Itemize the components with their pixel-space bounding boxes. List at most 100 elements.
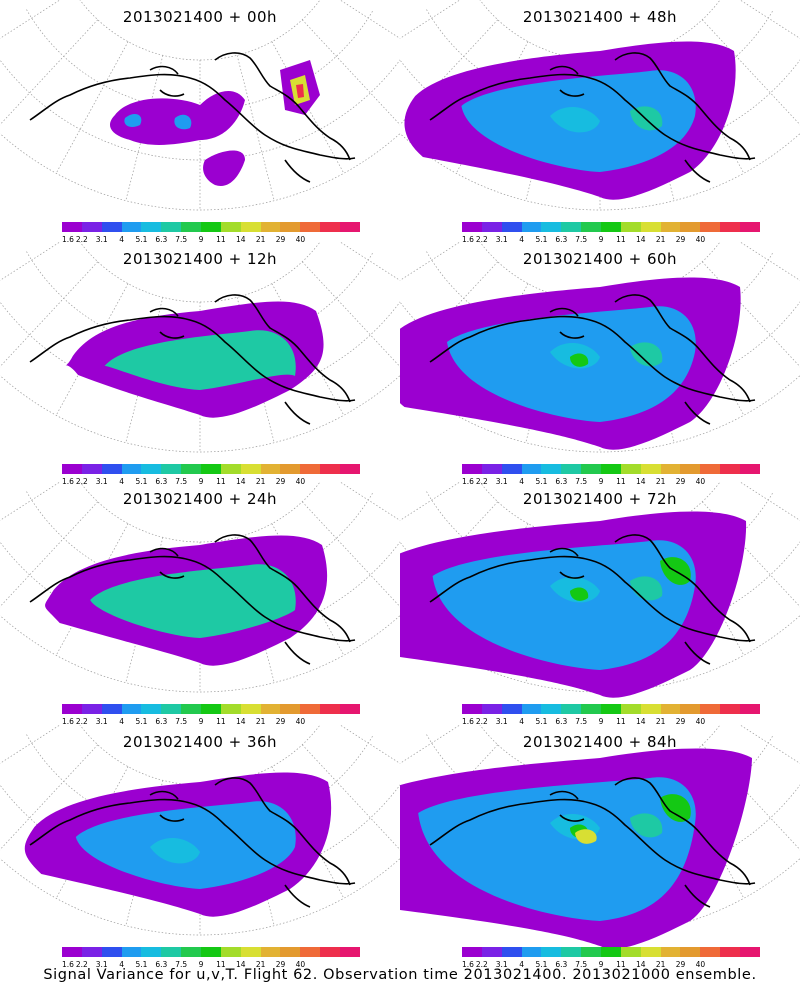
- colorbar-swatch: [541, 704, 562, 714]
- colorbar: [62, 464, 360, 474]
- colorbar-label: 11: [616, 960, 626, 969]
- colorbar-label: 2.2: [475, 717, 488, 726]
- colorbar-swatch: [700, 222, 721, 232]
- coastlines: [429, 777, 756, 908]
- colorbar-label: 9: [198, 960, 204, 969]
- colorbar-swatch: [101, 947, 122, 957]
- map-plot: [0, 242, 400, 453]
- panel-title: 2013021400 + 72h: [522, 490, 678, 508]
- colorbar-swatch: [240, 704, 261, 714]
- colorbar-swatch: [740, 704, 760, 714]
- colorbar-label: 11: [216, 477, 226, 486]
- colorbar-label: 5.1: [535, 235, 548, 244]
- colorbar-label: 3.1: [495, 717, 508, 726]
- colorbar-swatch: [181, 704, 202, 714]
- colorbar-label: 29: [275, 960, 286, 969]
- colorbar-swatch: [62, 464, 82, 474]
- colorbar-swatch: [601, 464, 621, 474]
- colorbar-swatch: [81, 704, 102, 714]
- colorbar-label: 9: [598, 717, 604, 726]
- colorbar-swatch: [240, 464, 261, 474]
- colorbar-swatch: [220, 947, 241, 957]
- colorbar-label: 7.5: [175, 717, 188, 726]
- map-panel: 2013021400 + 24h 1.6 2.2 3.1 4 5.1 6.3 7.5 9 11 14…: [0, 482, 400, 726]
- colorbar-label: 40: [695, 235, 706, 244]
- panel-title: 2013021400 + 00h: [122, 8, 278, 26]
- colorbar-swatch: [240, 222, 261, 232]
- colorbar-label: 40: [695, 960, 706, 969]
- colorbar-swatch: [481, 464, 502, 474]
- colorbar: [62, 222, 360, 232]
- colorbar-label: 9: [198, 717, 204, 726]
- colorbar-swatch: [680, 222, 701, 232]
- colorbar-label: 1.6: [462, 960, 474, 969]
- colorbar-label: 40: [295, 235, 306, 244]
- colorbar-swatch: [161, 947, 182, 957]
- variance-field: [404, 41, 736, 200]
- colorbar-labels: 1.6 2.2 3.1 4 5.1 6.3 7.5 9 11 14 21 29 40: [462, 235, 760, 245]
- colorbar-swatch: [141, 704, 162, 714]
- colorbar-label: 14: [236, 717, 246, 726]
- colorbar-label: 11: [616, 235, 626, 244]
- colorbar-swatch: [541, 947, 562, 957]
- colorbar-swatch: [481, 947, 502, 957]
- colorbar-swatch: [740, 464, 760, 474]
- colorbar-label: 29: [275, 717, 286, 726]
- panel-title: 2013021400 + 84h: [522, 733, 678, 751]
- coastlines: [429, 52, 756, 183]
- colorbar-swatch: [740, 222, 760, 232]
- panel-title: 2013021400 + 48h: [522, 8, 678, 26]
- colorbar-label: 7.5: [575, 717, 588, 726]
- colorbar-label: 40: [695, 477, 706, 486]
- colorbar-label: 1.6: [62, 235, 74, 244]
- colorbar-label: 7.5: [575, 960, 588, 969]
- colorbar-swatch: [740, 947, 760, 957]
- colorbar-swatch: [720, 222, 741, 232]
- colorbar-label: 14: [236, 477, 246, 486]
- colorbar-label: 40: [295, 477, 306, 486]
- colorbar-label: 2.2: [475, 235, 488, 244]
- colorbar-label: 21: [255, 717, 266, 726]
- colorbar-swatch: [660, 464, 681, 474]
- colorbar-swatch: [700, 704, 721, 714]
- colorbar: [462, 947, 760, 957]
- colorbar-swatch: [101, 704, 122, 714]
- colorbar-swatch: [501, 947, 522, 957]
- colorbar-swatch: [121, 947, 142, 957]
- figure-caption: Signal Variance for u,v,T. Flight 62. Ob…: [43, 967, 757, 983]
- colorbar-swatch: [601, 222, 621, 232]
- colorbar-label: 29: [675, 717, 686, 726]
- panel-title: 2013021400 + 36h: [122, 733, 278, 751]
- field-core: [570, 353, 589, 367]
- coastlines: [29, 52, 356, 183]
- colorbar-label: 14: [636, 477, 646, 486]
- colorbar-swatch: [640, 704, 661, 714]
- colorbar-swatch: [300, 464, 321, 474]
- colorbar-label: 29: [275, 477, 286, 486]
- colorbar-labels: 1.6 2.2 3.1 4 5.1 6.3 7.5 9 11 14 21 29 40: [62, 717, 360, 727]
- colorbar-label: 11: [216, 960, 226, 969]
- colorbar-swatch: [81, 947, 102, 957]
- colorbar-swatch: [680, 704, 701, 714]
- colorbar-swatch: [660, 222, 681, 232]
- colorbar-label: 5.1: [135, 477, 148, 486]
- panel-title: 2013021400 + 24h: [122, 490, 278, 508]
- colorbar-label: 40: [695, 717, 706, 726]
- colorbar-swatch: [581, 222, 602, 232]
- colorbar-label: 3.1: [95, 717, 108, 726]
- colorbar: [462, 704, 760, 714]
- field-core: [296, 84, 304, 98]
- colorbar-swatch: [601, 947, 621, 957]
- colorbar-label: 1.6: [462, 717, 474, 726]
- colorbar-label: 4: [519, 717, 524, 726]
- variance-field: [110, 60, 320, 186]
- colorbar-label: 4: [119, 477, 124, 486]
- colorbar-labels: 1.6 2.2 3.1 4 5.1 6.3 7.5 9 11 14 21 29 40: [462, 717, 760, 727]
- colorbar-swatch: [541, 222, 562, 232]
- colorbar-swatch: [640, 464, 661, 474]
- field-core: [630, 342, 663, 367]
- colorbar: [462, 464, 760, 474]
- colorbar-swatch: [620, 704, 641, 714]
- colorbar-swatch: [181, 464, 202, 474]
- colorbar-label: 5.1: [535, 477, 548, 486]
